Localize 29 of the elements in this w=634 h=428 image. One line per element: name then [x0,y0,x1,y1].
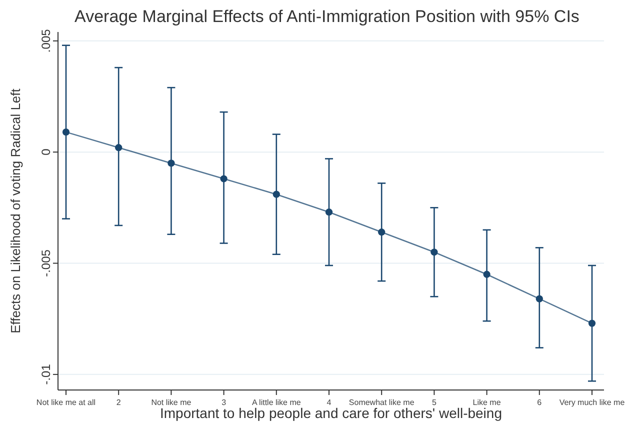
point [325,208,333,216]
x-tick-label: 2 [116,398,122,407]
point [588,320,596,327]
point [272,190,280,198]
point [378,228,386,236]
point [220,175,228,182]
x-tick-label: 4 [326,398,332,407]
y-axis-title: Effects on Likelihood of voting Radical Left [8,88,23,334]
x-tick-label: Like me [472,398,502,407]
point [62,128,70,136]
x-tick-label: A little like me [252,398,302,407]
x-tick-label: 6 [537,398,542,407]
point [168,160,175,167]
point [483,270,490,278]
x-tick-label: Not like me at all [36,398,96,407]
point [536,295,543,302]
x-tick-label: 5 [432,398,437,407]
y-tick-label: .005 [39,28,53,53]
x-axis-title: Important to help people and care for others' well-being [160,405,502,421]
y-tick-label: 0 [39,148,53,156]
point [115,144,122,152]
point [430,248,438,256]
x-tick-label: Very much like me [559,398,626,407]
x-tick-label: 3 [222,398,227,407]
x-tick-label: Somewhat like me [348,398,415,407]
y-tick-label: -.01 [39,364,53,385]
y-tick-label: -.005 [39,249,53,277]
chart-title: Average Marginal Effects of Anti-Immigration Position with 95% CIs [74,7,580,26]
x-tick-label: Not like me [151,398,192,407]
